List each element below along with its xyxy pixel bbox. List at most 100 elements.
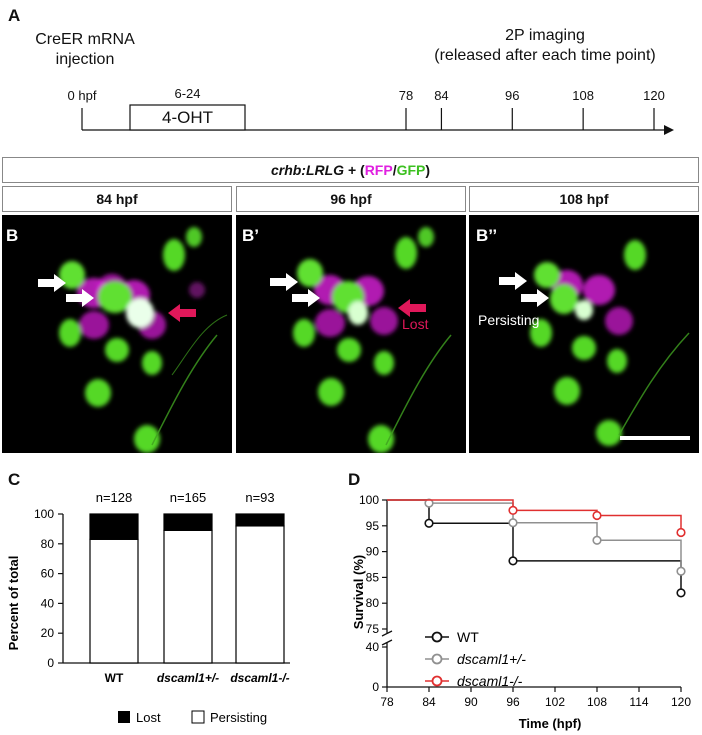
micrograph-96hpf [236, 215, 466, 453]
bar-lost [89, 513, 139, 540]
d-axis-break [381, 639, 393, 646]
white-arrow-icon [499, 272, 527, 290]
survival-point [676, 527, 686, 538]
d-xtick-label: 102 [545, 695, 565, 709]
panel-letter-b: B [6, 226, 19, 245]
timeline-tick-label: 120 [643, 88, 665, 103]
white-arrow-icon [66, 289, 94, 307]
cell-image-96 [293, 227, 452, 453]
c-category-label: dscaml1-/- [230, 671, 289, 685]
4-oht-box [129, 104, 246, 131]
d-ytick-label: 95 [366, 519, 380, 533]
arrow-overlay [38, 272, 690, 440]
time-header-96: 96 hpf [236, 186, 466, 212]
c-category-label: dscaml1+/- [157, 671, 219, 685]
timeline-tick-label: 78 [398, 88, 414, 103]
d-xtick-label: 114 [629, 695, 648, 709]
timeline-tick-label: 84 [434, 88, 449, 103]
survival-chart: Survival (%) Time (hpf) 75 80 85 90 95 100 0 40… [351, 493, 691, 731]
survival-point [676, 588, 686, 598]
survival-point [508, 505, 518, 515]
legend-label: dscaml1+/- [457, 651, 526, 667]
panel-letter-a: A [8, 6, 21, 25]
d-ylabel: Survival (%) [351, 555, 366, 629]
c-category-label: WT [105, 671, 124, 685]
c-ytick-label: 60 [41, 567, 55, 581]
white-arrow-icon [521, 289, 549, 307]
panel-b-header: crhb:LRLG + (RFP/GFP) [2, 157, 699, 183]
d-xtick-label: 108 [587, 695, 607, 709]
survival-point [592, 510, 602, 521]
d-xtick-label: 78 [380, 695, 394, 709]
c-ytick-label: 20 [41, 626, 55, 640]
legend-label: dscaml1-/- [457, 673, 523, 689]
bar-count-label: n=128 [96, 490, 133, 505]
d-ytick-label: 100 [359, 493, 379, 507]
timeline-tick-label: 0 hpf [67, 88, 97, 103]
white-arrow-icon [270, 273, 298, 291]
panel-letter-b-double-prime: B’’ [476, 226, 498, 245]
d-xtick-label: 84 [422, 695, 436, 709]
d-ytick-label: 80 [366, 596, 380, 610]
c-ytick-label: 40 [41, 596, 55, 610]
rfp-label: RFP [364, 162, 393, 178]
micrograph-84hpf [2, 215, 232, 453]
d-ytick-label: 85 [366, 570, 380, 584]
timeline-tick-label: 96 [505, 88, 520, 103]
imaging-label: 2P imaging (released after each time poi… [434, 27, 656, 64]
legend-persisting-label: Persisting [210, 710, 267, 725]
d-ytick-label: 0 [372, 680, 379, 694]
survival-point [592, 535, 602, 545]
c-ylabel: Percent of total [6, 556, 21, 651]
gfp-label: GFP [396, 162, 426, 178]
d-axis-break [381, 630, 393, 637]
panel-letter-b-prime: B’ [242, 226, 259, 245]
lost-label: Lost [402, 316, 429, 332]
pink-arrow-icon [398, 299, 426, 317]
stacked-bar-chart: Percent of total 0 20 40 60 80 100 n=128 WT n=1… [6, 490, 290, 725]
time-header-84: 84 hpf [2, 186, 232, 212]
legend-lost-label: Lost [136, 710, 161, 725]
4-oht-label: 4-OHT [162, 108, 213, 127]
white-arrow-icon [38, 274, 66, 292]
bar-lost [235, 513, 285, 527]
bar-lost [163, 513, 213, 531]
d-ytick-label: 90 [366, 545, 380, 559]
survival-point [676, 566, 686, 576]
timeline-arrowhead [664, 125, 674, 135]
white-arrow-icon [292, 289, 320, 307]
bar-count-label: n=93 [245, 490, 274, 505]
panel-letter-c: C [8, 470, 21, 489]
legend-marker [431, 675, 443, 687]
timeline-svg [81, 104, 674, 135]
scale-bar [620, 436, 690, 440]
legend-label: WT [457, 629, 479, 645]
micrograph-108hpf [469, 215, 699, 453]
legend-persisting-swatch [191, 710, 205, 724]
c-ytick-label: 100 [34, 507, 54, 521]
panel-letter-d: D [348, 470, 361, 489]
c-ytick-label: 0 [47, 656, 54, 670]
survival-line [387, 499, 682, 533]
d-xlabel: Time (hpf) [519, 716, 582, 731]
construct-name: crhb:LRLG [270, 162, 345, 178]
time-header-108: 108 hpf [469, 186, 699, 212]
d-xtick-label: 96 [506, 695, 520, 709]
d-xtick-label: 90 [464, 695, 478, 709]
d-ytick-label: 75 [366, 622, 380, 636]
legend-marker [431, 653, 443, 665]
cell-image-84 [59, 227, 228, 453]
injection-label: CreER mRNA injection [35, 31, 135, 68]
4-oht-range-label: 6-24 [174, 86, 201, 101]
cell-image-108 [530, 240, 690, 446]
timeline-tick-label: 108 [572, 88, 594, 103]
pink-arrow-icon [168, 304, 196, 322]
survival-line [387, 499, 682, 593]
legend-lost-swatch [118, 711, 130, 723]
bar-persisting [163, 529, 213, 664]
survival-point [508, 518, 518, 528]
c-ytick-label: 80 [41, 537, 55, 551]
d-ytick-label: 40 [366, 640, 380, 654]
legend-marker [431, 631, 443, 643]
survival-point [424, 518, 434, 528]
